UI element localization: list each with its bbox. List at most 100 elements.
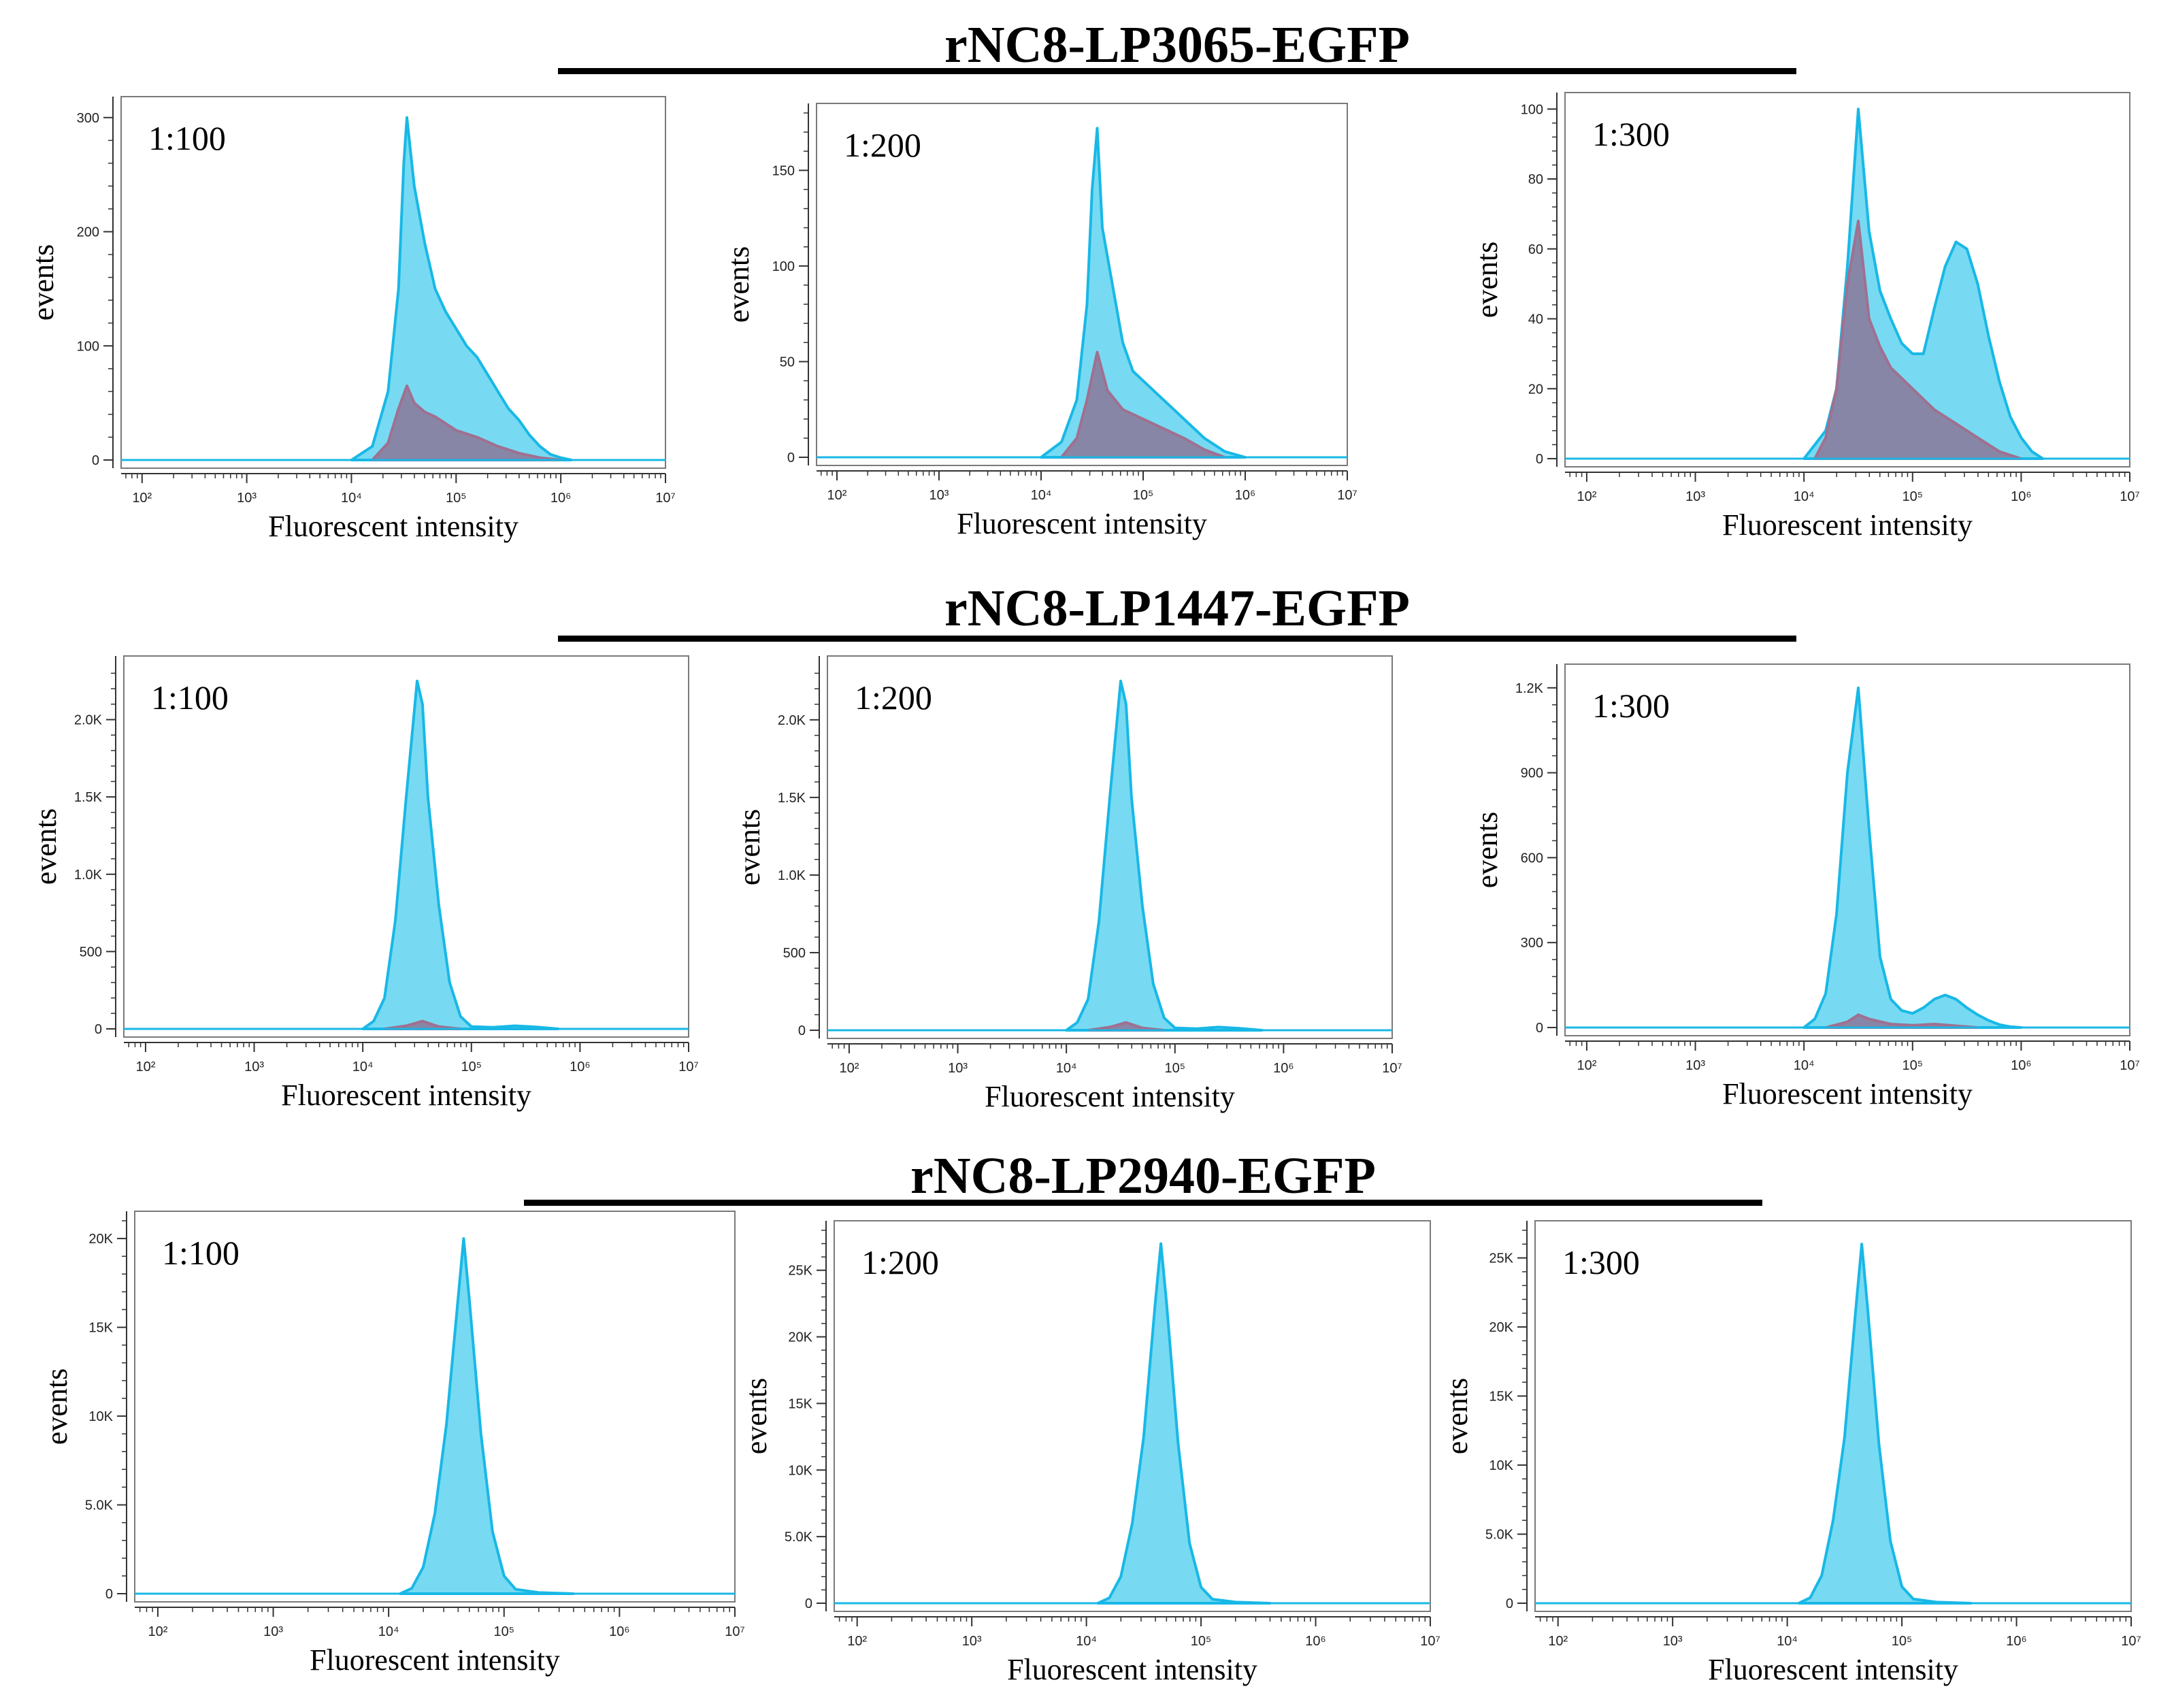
x-tick-label: 10⁷ (2120, 489, 2139, 504)
y-tick-label: 900 (1521, 766, 1543, 781)
x-tick-label: 10⁵ (1191, 1634, 1212, 1649)
x-tick-label: 10² (132, 491, 152, 506)
y-tick-label: 0 (92, 453, 99, 468)
y-tick-label: 1.5K (74, 790, 103, 805)
x-tick-label: 10⁶ (2011, 1058, 2031, 1073)
y-axis-title: events (1470, 242, 1504, 318)
y-tick-label: 20K (1489, 1320, 1513, 1335)
x-tick-label: 10³ (244, 1060, 264, 1074)
histogram-lp3065-1-100: 10² 10³ 10⁴ 10⁵ 10⁶ 10⁷ 0 100 200 300 Fluorescent … (27, 96, 676, 543)
x-tick-label: 10⁵ (1164, 1061, 1185, 1076)
y-tick-label: 25K (788, 1264, 812, 1279)
x-axis-title: Fluorescent intensity (268, 510, 518, 543)
y-tick-label: 1.0K (74, 868, 103, 883)
y-tick-label: 25K (1489, 1251, 1513, 1266)
y-tick-label: 5.0K (85, 1498, 114, 1513)
dilution-label: 1:100 (162, 1234, 240, 1272)
x-tick-label: 10³ (237, 491, 257, 506)
y-axis-title: events (1470, 812, 1504, 888)
histogram-lp2940-1-100: 10² 10³ 10⁴ 10⁵ 10⁶ 10⁷ 0 5.0K 10K 15K 20K Fluoresc… (40, 1211, 745, 1677)
y-tick-label: 2.0K (74, 713, 103, 728)
x-tick-label: 10⁵ (1892, 1634, 1913, 1649)
section-divider-lp1447 (558, 636, 1796, 642)
control-histogram (1060, 350, 1226, 459)
histogram-lp1447-1-300: 10² 10³ 10⁴ 10⁵ 10⁶ 10⁷ 0 300 600 900 1.2K Fluoresc… (1470, 663, 2140, 1111)
dilution-label: 1:200 (861, 1243, 939, 1281)
x-tick-label: 10⁷ (1382, 1061, 1402, 1076)
dilution-label: 1:100 (148, 119, 226, 157)
x-tick-label: 10⁶ (2006, 1634, 2026, 1649)
x-axis-title: Fluorescent intensity (281, 1079, 531, 1112)
x-tick-label: 10⁵ (1902, 489, 1923, 504)
x-tick-label: 10⁷ (2121, 1634, 2141, 1649)
y-tick-label: 0 (805, 1596, 812, 1611)
y-tick-label: 10K (1489, 1458, 1513, 1473)
y-tick-label: 0 (1536, 1021, 1543, 1036)
x-tick-label: 10³ (1685, 489, 1705, 504)
x-tick-label: 10⁴ (1794, 489, 1815, 504)
y-tick-label: 5.0K (1485, 1528, 1514, 1543)
section-divider-lp2940 (524, 1200, 1762, 1206)
x-tick-label: 10³ (929, 488, 949, 503)
x-tick-label: 10⁴ (1794, 1058, 1815, 1073)
y-tick-label: 0 (1506, 1596, 1513, 1611)
x-tick-label: 10² (1548, 1634, 1568, 1649)
y-tick-label: 200 (77, 225, 99, 240)
y-tick-label: 100 (77, 339, 99, 354)
egfp-histogram (399, 1237, 575, 1595)
x-tick-label: 10³ (263, 1624, 283, 1639)
y-axis-title: events (1440, 1378, 1474, 1454)
histogram-lp2940-1-200: 10² 10³ 10⁴ 10⁵ 10⁶ 10⁷ 0 5.0K 10K 15K 20K 25K Fluor… (740, 1220, 1440, 1686)
x-axis-title: Fluorescent intensity (1722, 508, 1973, 542)
x-tick-label: 10² (1577, 1058, 1596, 1073)
x-tick-label: 10⁴ (378, 1624, 399, 1639)
y-tick-label: 0 (1536, 452, 1543, 467)
x-tick-label: 10⁶ (550, 491, 571, 506)
x-tick-label: 10⁴ (1076, 1634, 1097, 1649)
x-tick-label: 10⁴ (1056, 1061, 1077, 1076)
x-tick-label: 10⁷ (1420, 1634, 1440, 1649)
section-title-lp1447: rNC8-LP1447-EGFP (944, 580, 1410, 637)
dilution-label: 1:200 (844, 126, 921, 164)
x-tick-label: 10² (1577, 489, 1596, 504)
y-tick-label: 0 (105, 1587, 113, 1602)
control-histogram (371, 384, 563, 461)
egfp-histogram (1096, 1242, 1272, 1605)
x-tick-label: 10² (839, 1061, 859, 1076)
x-tick-label: 10² (847, 1634, 867, 1649)
y-tick-label: 150 (772, 163, 795, 178)
section-title-lp3065: rNC8-LP3065-EGFP (944, 16, 1410, 73)
egfp-histogram (1065, 679, 1264, 1032)
histogram-lp1447-1-100: 10² 10³ 10⁴ 10⁵ 10⁶ 10⁷ 0 500 1.0K 1.5K 2.0K Fluore… (29, 655, 699, 1112)
x-tick-label: 10⁶ (570, 1060, 590, 1074)
dilution-label: 1:300 (1562, 1243, 1640, 1281)
x-tick-label: 10² (135, 1060, 155, 1074)
y-tick-label: 20K (88, 1232, 113, 1247)
y-tick-label: 100 (772, 259, 795, 274)
histogram-lp3065-1-300: 10² 10³ 10⁴ 10⁵ 10⁶ 10⁷ 0 20 40 60 80 100 Fluorescen… (1470, 92, 2140, 542)
control-histogram (1813, 219, 2023, 460)
dilution-label: 1:300 (1592, 115, 1670, 153)
y-tick-label: 20 (1528, 382, 1543, 397)
y-tick-label: 10K (88, 1409, 113, 1424)
histogram-lp3065-1-200: 10² 10³ 10⁴ 10⁵ 10⁶ 10⁷ 0 50 100 150 Fluorescent i… (722, 103, 1357, 540)
y-axis-title: events (733, 809, 766, 885)
x-tick-label: 10⁷ (1337, 488, 1357, 503)
x-tick-label: 10⁶ (2011, 489, 2031, 504)
y-tick-label: 5.0K (785, 1530, 813, 1545)
x-tick-label: 10³ (948, 1061, 968, 1076)
x-tick-label: 10³ (1685, 1058, 1705, 1073)
y-tick-label: 20K (788, 1330, 812, 1345)
y-tick-label: 15K (1489, 1390, 1513, 1405)
x-tick-label: 10² (827, 488, 847, 503)
dilution-label: 1:100 (151, 678, 229, 717)
x-tick-label: 10⁴ (1031, 488, 1052, 503)
x-tick-label: 10⁵ (1133, 488, 1154, 503)
x-tick-label: 10⁴ (1777, 1634, 1798, 1649)
egfp-histogram (1802, 686, 2023, 1029)
x-tick-label: 10⁷ (678, 1060, 698, 1074)
egfp-histogram (350, 116, 573, 461)
y-tick-label: 15K (88, 1321, 113, 1336)
section-divider-lp3065 (558, 68, 1796, 74)
x-tick-label: 10⁵ (446, 491, 467, 506)
